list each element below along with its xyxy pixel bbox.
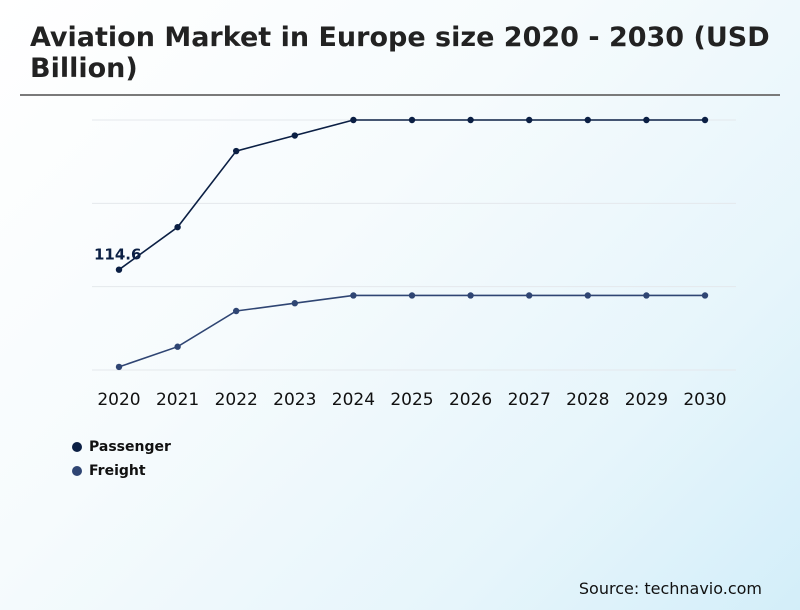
x-tick-label: 2025 (390, 390, 433, 410)
gridlines (92, 119, 736, 371)
x-tick-label: 2023 (273, 390, 316, 410)
x-tick-label: 2026 (449, 390, 492, 410)
data-point-passenger[interactable] (584, 116, 591, 124)
x-tick-label: 2020 (97, 390, 140, 410)
data-point-passenger[interactable] (408, 116, 416, 124)
x-tick-label: 2030 (683, 390, 726, 410)
series-line-freight (118, 294, 705, 368)
legend-freight-marker (72, 466, 82, 476)
legend-freight-label: Freight (89, 463, 146, 479)
data-point-passenger[interactable] (467, 116, 474, 124)
data-labels: 114.6 (94, 246, 141, 264)
series-line-passenger (118, 119, 705, 271)
data-point-freight[interactable] (350, 292, 357, 299)
data-point-freight[interactable] (233, 307, 240, 315)
x-tick-label: 2029 (625, 390, 668, 410)
legend-item-passenger[interactable]: Passenger (72, 435, 171, 459)
legend-item-freight[interactable]: Freight (72, 459, 171, 483)
data-point-passenger[interactable] (115, 266, 123, 273)
data-point-passenger[interactable] (643, 116, 650, 124)
data-point-freight[interactable] (174, 343, 181, 350)
data-point-passenger[interactable] (174, 223, 181, 231)
data-point-freight[interactable] (643, 292, 650, 299)
data-point-passenger[interactable] (526, 116, 533, 124)
data-point-freight[interactable] (408, 292, 416, 299)
data-point-freight[interactable] (584, 292, 591, 299)
data-point-passenger[interactable] (233, 147, 240, 155)
source-credit: Source: technavio.com (578, 579, 762, 598)
data-point-freight[interactable] (701, 292, 709, 299)
data-label: 114.6 (94, 246, 141, 264)
x-axis-ticks: 2020 2021 2022 2023 2024 2025 2026 2027 2028 2029… (97, 390, 726, 410)
data-point-passenger[interactable] (701, 116, 709, 124)
x-tick-label: 2028 (566, 390, 609, 410)
x-tick-label: 2024 (332, 390, 375, 410)
legend-passenger-marker (72, 442, 82, 452)
chart-title: Aviation Market in Europe size 2020 - 20… (30, 22, 770, 84)
legend-passenger-label: Passenger (89, 439, 171, 455)
data-point-passenger[interactable] (291, 132, 298, 139)
legend: Passenger Freight (72, 435, 171, 483)
x-tick-label: 2022 (215, 390, 258, 410)
data-point-freight[interactable] (526, 292, 533, 299)
x-tick-label: 2027 (508, 390, 551, 410)
title-divider (20, 94, 780, 96)
data-point-freight[interactable] (115, 363, 123, 371)
data-point-passenger[interactable] (350, 116, 357, 124)
series-lines (115, 116, 709, 371)
x-tick-label: 2021 (156, 390, 199, 410)
data-point-freight[interactable] (291, 300, 298, 307)
data-point-freight[interactable] (467, 292, 474, 299)
